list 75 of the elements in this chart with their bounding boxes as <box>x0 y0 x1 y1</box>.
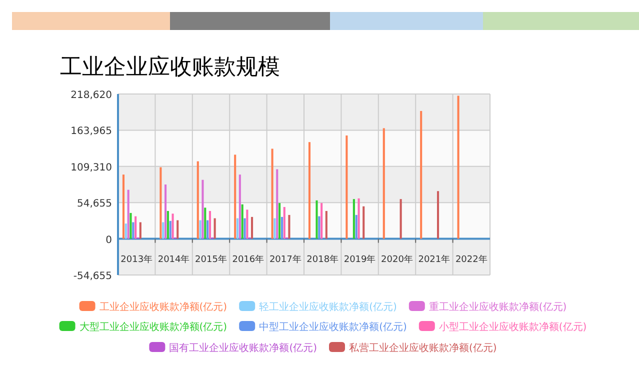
y-tick-label: 109,310 <box>70 162 112 174</box>
x-tick-label: 2014年 <box>158 254 190 265</box>
legend-label: 中型工业企业应收账款净额(亿元) <box>259 321 407 333</box>
bar <box>346 135 348 239</box>
bar <box>352 199 355 239</box>
bar <box>139 222 142 239</box>
bar <box>196 161 199 239</box>
legend-label: 国有工业企业应收账款净额(亿元) <box>169 342 318 354</box>
legend-label: 大型工业企业应收账款净额(亿元) <box>79 321 228 333</box>
y-tick-label: 0 <box>106 234 112 246</box>
x-tick-label: 2013年 <box>120 254 153 265</box>
bar <box>162 222 164 239</box>
bar <box>124 224 127 239</box>
bar <box>206 220 209 239</box>
bar <box>164 184 167 239</box>
y-tick-label: 163,965 <box>70 126 112 138</box>
bar <box>318 216 320 239</box>
bar <box>172 214 174 239</box>
bar <box>358 198 360 239</box>
bar <box>274 218 276 239</box>
bar <box>160 167 162 239</box>
legend-label: 小型工业企业应收账款净额(亿元) <box>438 321 587 333</box>
bar <box>288 214 290 239</box>
bar <box>278 203 281 239</box>
bar <box>208 210 211 239</box>
bar <box>276 169 278 239</box>
x-tick-label: 2022年 <box>455 254 488 265</box>
bar <box>436 191 440 239</box>
bar <box>308 142 311 239</box>
bar <box>122 174 125 239</box>
bar <box>127 190 130 239</box>
chart-title: 工业企业应收账款规模 <box>60 55 280 80</box>
bar <box>214 218 216 239</box>
x-tick-label: 2017年 <box>269 254 302 265</box>
bar <box>316 200 318 239</box>
bar <box>457 96 460 239</box>
bar <box>169 220 172 239</box>
bar <box>166 210 169 239</box>
bar <box>246 210 248 239</box>
bar <box>234 154 236 239</box>
bar <box>283 207 286 239</box>
legend-label: 重工业企业应收账款净额(亿元) <box>428 301 567 313</box>
x-tick-label: 2019年 <box>344 254 376 265</box>
y-tick-label: -54,655 <box>73 271 112 282</box>
legend-label: 工业企业应收账款净额(亿元) <box>99 301 228 313</box>
bar <box>241 204 244 239</box>
bar <box>134 216 137 239</box>
bar <box>132 222 134 239</box>
bar <box>271 148 274 239</box>
bar <box>244 218 246 239</box>
x-tick-label: 2015年 <box>195 254 227 265</box>
bar <box>320 203 323 239</box>
x-tick-label: 2016年 <box>232 254 264 265</box>
bar <box>238 174 241 239</box>
bar <box>325 210 328 239</box>
bar <box>236 218 239 239</box>
legend-label: 轻工业企业应收账款净额(亿元) <box>259 301 397 313</box>
bar <box>355 214 358 239</box>
bar <box>202 180 204 239</box>
bar <box>382 128 385 239</box>
bar <box>420 110 422 239</box>
y-tick-label: 218,620 <box>70 90 112 101</box>
bar <box>400 199 402 239</box>
bar <box>250 216 254 239</box>
y-tick-label: 54,655 <box>77 198 112 210</box>
x-tick-label: 2018年 <box>306 254 339 265</box>
bar <box>199 220 202 239</box>
x-tick-label: 2020年 <box>381 254 413 265</box>
bar <box>176 220 179 239</box>
legend-label: 私营工业企业应收账款净额(亿元) <box>349 342 497 354</box>
x-tick-label: 2021年 <box>418 254 450 265</box>
bar <box>130 212 132 239</box>
bar <box>280 216 283 239</box>
bar <box>362 206 365 239</box>
bar <box>204 208 206 239</box>
